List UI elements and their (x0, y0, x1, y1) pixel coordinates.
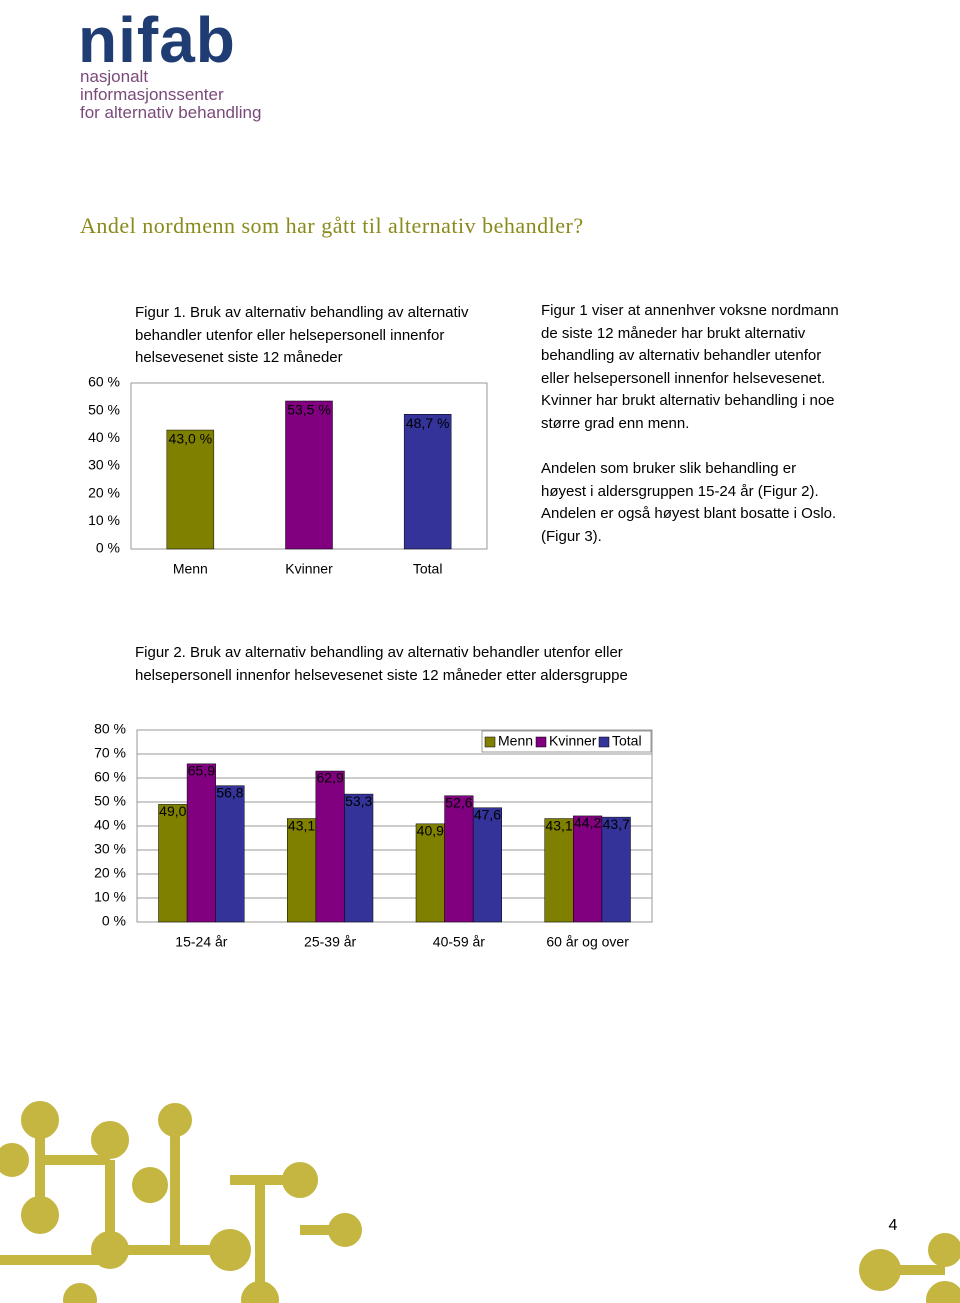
bar (444, 795, 474, 923)
data-label: 65,9 (188, 763, 215, 779)
data-label: 56,8 (216, 784, 243, 800)
data-label: 43,1 (545, 817, 572, 833)
legend-swatch (484, 736, 496, 748)
x-tick-label: 25-39 år (304, 934, 356, 950)
bar (344, 793, 374, 923)
y-tick-label: 80 % (94, 721, 126, 737)
x-tick-label: Kvinner (285, 561, 333, 577)
y-tick-label: 20 % (88, 484, 120, 500)
data-label: 43,7 (603, 816, 630, 832)
bar (315, 770, 345, 923)
legend-label: Total (612, 733, 642, 749)
logo-line: for alternativ behandling (80, 103, 262, 122)
decoration (0, 1101, 960, 1303)
logo-line: informasjonssenter (80, 85, 224, 104)
data-label: 40,9 (417, 823, 444, 839)
y-tick-label: 20 % (94, 865, 126, 881)
legend-swatch (535, 736, 547, 748)
logo: nifab (78, 4, 236, 76)
x-tick-label: 40-59 år (433, 934, 485, 950)
data-label: 44,2 (574, 815, 601, 831)
bar (573, 815, 603, 923)
data-label: 62,9 (317, 770, 344, 786)
data-label: 52,6 (445, 794, 472, 810)
heading: Andel nordmenn som har gått til alternat… (80, 213, 584, 238)
x-tick-label: Total (413, 561, 443, 577)
logo-line: nasjonalt (80, 67, 149, 86)
paragraph: Figur 1 viser at annenhver voksne nordma… (541, 302, 839, 387)
x-tick-label: Menn (173, 561, 208, 577)
bar (166, 429, 215, 550)
chart-title: Figur 1. Bruk av alternativ behandling a… (135, 304, 469, 366)
y-tick-label: 40 % (88, 429, 120, 445)
y-tick-label: 40 % (94, 817, 126, 833)
data-label: 53,5 % (287, 402, 331, 418)
paragraph: Kvinner har brukt alternativ behandling … (541, 392, 835, 432)
data-label: 43,1 (288, 817, 315, 833)
data-label: 48,7 % (406, 415, 450, 431)
x-tick-label: 60 år og over (546, 934, 629, 950)
y-tick-label: 70 % (94, 745, 126, 761)
legend-label: Menn (498, 733, 533, 749)
bar (601, 816, 631, 923)
bar (186, 763, 216, 923)
data-label: 49,0 (159, 803, 186, 819)
bar (215, 785, 245, 923)
body-text: Figur 1 viser at annenhver voksne nordma… (541, 300, 841, 571)
bar (285, 400, 333, 550)
bar (403, 414, 452, 550)
y-tick-label: 10 % (88, 512, 120, 528)
y-tick-label: 30 % (94, 841, 126, 857)
y-tick-label: 50 % (88, 401, 120, 417)
y-tick-label: 0 % (96, 540, 120, 556)
bar (544, 818, 574, 923)
legend-swatch (598, 736, 610, 748)
y-tick-label: 30 % (88, 457, 120, 473)
bar (472, 807, 502, 923)
y-tick-label: 50 % (94, 793, 126, 809)
y-tick-label: 10 % (94, 889, 126, 905)
data-label: 47,6 (474, 806, 501, 822)
page-number: 4 (889, 1217, 898, 1234)
y-tick-label: 60 % (94, 769, 126, 785)
y-tick-label: 0 % (102, 913, 126, 929)
bar (415, 823, 445, 923)
chart-title: Figur 2. Bruk av alternativ behandling a… (135, 644, 628, 684)
paragraph: Andelen som bruker slik behandling er hø… (541, 460, 837, 545)
y-tick-label: 60 % (88, 374, 120, 390)
data-label: 43,0 % (169, 431, 213, 447)
bar (287, 818, 317, 923)
x-tick-label: 15-24 år (175, 934, 227, 950)
legend-label: Kvinner (549, 733, 597, 749)
bar (158, 804, 188, 923)
data-label: 53,3 (345, 793, 372, 809)
